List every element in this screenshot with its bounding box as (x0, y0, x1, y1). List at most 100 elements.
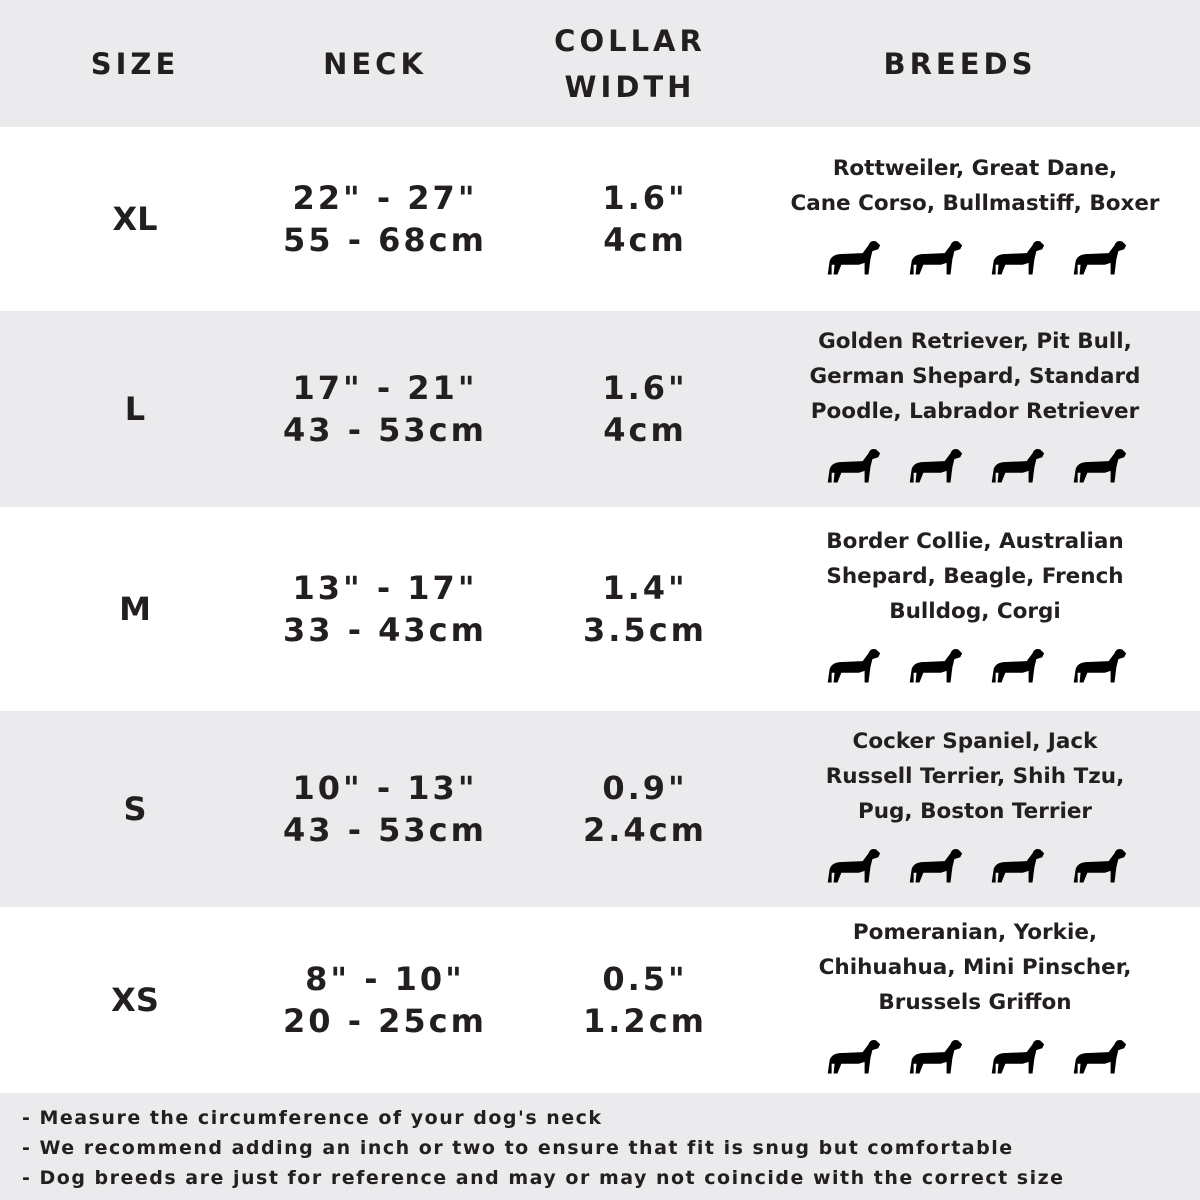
header-neck-label: NECK (323, 46, 427, 81)
size-label: S (123, 790, 147, 828)
pug-icon (1073, 848, 1127, 882)
beagle-icon (909, 648, 963, 682)
breed-line: Pug, Boston Terrier (857, 798, 1093, 824)
note: - Measure the circumference of your dog'… (22, 1107, 603, 1129)
breed-line: Chihuahua, Mini Pinscher, (818, 954, 1132, 980)
golden-retriever-icon (827, 448, 881, 482)
breeds-cell: Golden Retriever, Pit Bull, German Shepar… (770, 311, 1180, 507)
size-label: XL (112, 200, 158, 238)
breed-line: Cocker Spaniel, Jack (852, 728, 1098, 754)
chihuahua-icon (991, 1039, 1045, 1073)
neck-cell: 10" - 13" 43 - 53cm (235, 711, 535, 907)
neck-cell: 22" - 27" 55 - 68cm (235, 127, 535, 311)
breed-line: Shepard, Beagle, French (826, 563, 1124, 589)
size-cell: M (35, 507, 235, 711)
dog-silhouettes (820, 635, 1130, 695)
collar-width-cell: 1.6" 4cm (545, 127, 745, 311)
width-inches: 1.6" (602, 369, 688, 407)
size-row: L 17" - 21" 43 - 53cm 1.6" 4cm Golden Retr… (0, 311, 1200, 507)
pomeranian-icon (827, 1039, 881, 1073)
breed-line: Pomeranian, Yorkie, (852, 919, 1098, 945)
dog-silhouettes (820, 835, 1130, 895)
header-breeds-label: BREEDS (883, 46, 1037, 81)
size-label: XS (111, 981, 159, 1019)
shih-tzu-icon (991, 848, 1045, 882)
breeds-cell: Cocker Spaniel, Jack Russell Terrier, Shi… (770, 711, 1180, 907)
note: - We recommend adding an inch or two to … (22, 1137, 1014, 1159)
breed-line: Cane Corso, Bullmastiff, Boxer (790, 191, 1160, 216)
poodle-icon (991, 448, 1045, 482)
collar-width-cell: 1.6" 4cm (545, 311, 745, 507)
neck-inches: 8" - 10" (305, 960, 465, 998)
breed-line: German Shepard, Standard (809, 363, 1141, 389)
header-neck: NECK (275, 0, 475, 127)
width-cm: 4cm (603, 411, 687, 449)
size-label: M (119, 590, 151, 628)
header-band: SIZE NECK COLLAR WIDTH BREEDS (0, 0, 1200, 127)
width-inches: 0.5" (602, 960, 688, 998)
neck-cell: 8" - 10" 20 - 25cm (235, 907, 535, 1093)
size-row: XS 8" - 10" 20 - 25cm 0.5" 1.2cm Pomerania… (0, 907, 1200, 1093)
width-inches: 1.6" (602, 179, 688, 217)
width-inches: 0.9" (602, 769, 688, 807)
header-breeds: BREEDS (810, 0, 1110, 127)
dog-silhouettes (820, 435, 1130, 495)
neck-cm: 43 - 53cm (283, 811, 487, 849)
german-shepherd-icon (1073, 448, 1127, 482)
neck-cm: 33 - 43cm (283, 611, 487, 649)
rottweiler-icon (827, 241, 881, 275)
size-row: M 13" - 17" 33 - 43cm 1.4" 3.5cm Border Co… (0, 507, 1200, 711)
width-cm: 4cm (603, 221, 687, 259)
breeds-cell: Rottweiler, Great Dane, Cane Corso, Bullm… (770, 127, 1180, 311)
neck-cm: 20 - 25cm (283, 1002, 487, 1040)
collar-width-cell: 1.4" 3.5cm (545, 507, 745, 711)
breed-line: Golden Retriever, Pit Bull, (818, 328, 1132, 354)
mini-pinscher-icon (1073, 1039, 1127, 1073)
labrador-icon (909, 448, 963, 482)
neck-cell: 17" - 21" 43 - 53cm (235, 311, 535, 507)
breed-line: Brussels Griffon (878, 989, 1072, 1015)
breed-line: Rottweiler, Great Dane, (832, 156, 1118, 181)
neck-inches: 10" - 13" (292, 769, 478, 807)
breed-line: Poodle, Labrador Retriever (810, 398, 1140, 424)
notes-band: - Measure the circumference of your dog'… (0, 1093, 1200, 1200)
doberman-icon (991, 241, 1045, 275)
collar-width-cell: 0.5" 1.2cm (545, 907, 745, 1093)
neck-cm: 43 - 53cm (283, 411, 487, 449)
size-cell: S (35, 711, 235, 907)
cocker-spaniel-icon (827, 848, 881, 882)
header-collar-label: COLLAR (554, 23, 706, 58)
size-row: XL 22" - 27" 55 - 68cm 1.6" 4cm Rottweiler… (0, 127, 1200, 311)
collar-width-cell: 0.9" 2.4cm (545, 711, 745, 907)
size-cell: XS (35, 907, 235, 1093)
neck-inches: 13" - 17" (292, 569, 478, 607)
corgi-icon (1073, 648, 1127, 682)
note: - Dog breeds are just for reference and … (22, 1167, 1065, 1189)
width-cm: 3.5cm (583, 611, 707, 649)
size-label: L (124, 390, 146, 428)
width-inches: 1.4" (602, 569, 688, 607)
size-cell: XL (35, 127, 235, 311)
header-width-label: WIDTH (564, 69, 696, 104)
bullmastiff-icon (1073, 241, 1127, 275)
dog-silhouettes (820, 227, 1130, 287)
border-collie-icon (827, 648, 881, 682)
yorkie-icon (909, 1039, 963, 1073)
french-bulldog-icon (991, 648, 1045, 682)
breed-line: Russell Terrier, Shih Tzu, (825, 763, 1125, 789)
neck-cell: 13" - 17" 33 - 43cm (235, 507, 535, 711)
width-cm: 2.4cm (583, 811, 707, 849)
neck-cm: 55 - 68cm (283, 221, 487, 259)
size-cell: L (35, 311, 235, 507)
header-size: SIZE (35, 0, 235, 127)
header-size-label: SIZE (90, 46, 180, 81)
breeds-cell: Pomeranian, Yorkie, Chihuahua, Mini Pinsc… (770, 907, 1180, 1093)
size-row: S 10" - 13" 43 - 53cm 0.9" 2.4cm Cocker Sp… (0, 711, 1200, 907)
dog-silhouettes (820, 1026, 1130, 1086)
great-dane-icon (909, 241, 963, 275)
breeds-cell: Border Collie, Australian Shepard, Beagle… (770, 507, 1180, 711)
neck-inches: 17" - 21" (292, 369, 478, 407)
header-collar-width: COLLAR WIDTH (530, 0, 730, 127)
breed-line: Border Collie, Australian (826, 528, 1124, 554)
width-cm: 1.2cm (583, 1002, 707, 1040)
